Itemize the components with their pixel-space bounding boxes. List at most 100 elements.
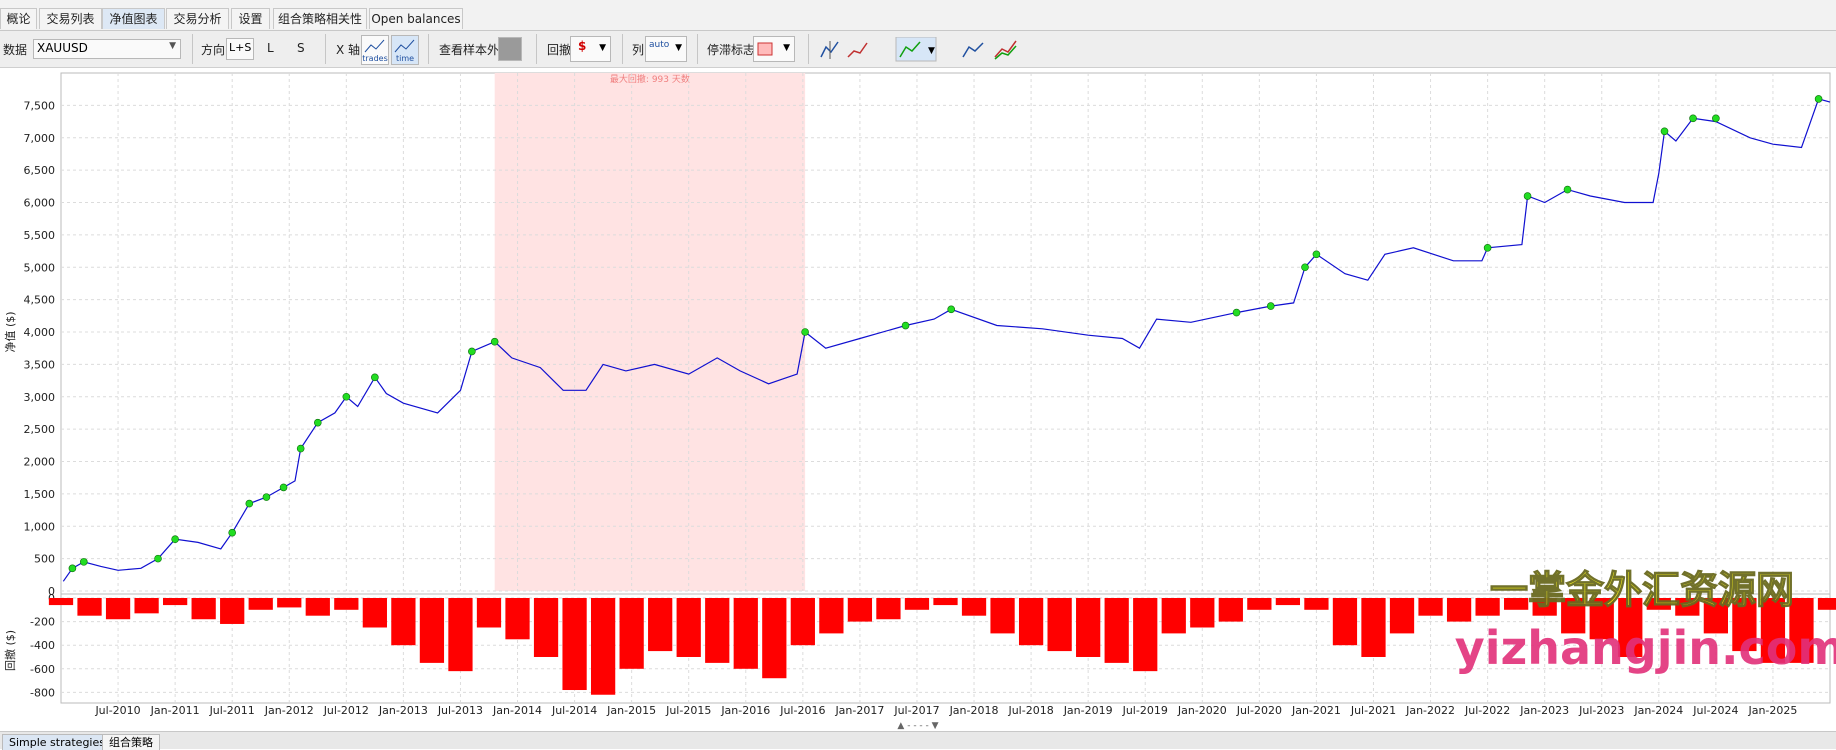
tab[interactable]: 交易分析 (166, 8, 229, 29)
y-tick-label: 7,000 (24, 132, 56, 145)
new-high-marker (1712, 114, 1720, 123)
drawdown-bar (1247, 598, 1272, 610)
y-tick-label: 1,000 (24, 520, 56, 533)
plot-frame (60, 72, 1831, 704)
x-tick-label: Jul-2012 (323, 704, 369, 717)
drawdown-bar (990, 598, 1015, 634)
x-tick-label: Jul-2018 (1007, 704, 1053, 717)
new-high-marker (490, 337, 499, 346)
y-tick-label: 7,500 (24, 99, 56, 112)
symbol-select[interactable]: XAUUSD ▼ (33, 39, 181, 59)
tab[interactable]: Open balances (369, 8, 463, 29)
y-tick-label: 6,500 (24, 164, 56, 177)
new-high-marker (1312, 250, 1321, 259)
drawdown-bar (1161, 598, 1186, 634)
region-label: 最大回撤: 993 天数 (610, 73, 690, 85)
dropdown[interactable]: $ ▼ (570, 36, 611, 62)
tab[interactable]: 设置 (231, 8, 270, 29)
new-high-marker (313, 418, 322, 427)
arrow: ▼ (928, 46, 935, 56)
drawdown-bar (1732, 598, 1757, 652)
new-high-marker (468, 347, 476, 356)
y-tick-label: 6,000 (24, 197, 56, 210)
drawdown-bar (105, 598, 131, 620)
button-label[interactable]: L (267, 41, 274, 55)
icon: time (394, 39, 415, 63)
new-high-marker (1689, 114, 1697, 123)
label: 数据 (3, 43, 28, 57)
new-high-marker (1483, 244, 1492, 252)
icon-button[interactable]: time (391, 35, 419, 65)
button[interactable]: L+S (226, 38, 254, 60)
drawdown-bar (1389, 598, 1415, 634)
tab[interactable]: 组合策略相关性 (273, 8, 367, 29)
icon-button[interactable]: trades (361, 35, 389, 65)
x-tick-label: Jan-2021 (1291, 704, 1341, 717)
y-tick-label: 4,500 (24, 294, 56, 307)
x-tick-label: Jul-2013 (437, 704, 483, 717)
drawdown-bar (220, 598, 245, 624)
arrow: ▼ (675, 43, 682, 53)
tab[interactable]: 概论 (0, 8, 37, 29)
drawdown-bar (847, 598, 873, 622)
y-axis-label: 回撤 ($) (3, 630, 17, 671)
button-label[interactable]: S (297, 41, 305, 55)
x-tick-label: Jul-2023 (1578, 704, 1624, 717)
drawdown-bar (419, 598, 445, 663)
x-tick-label: Jul-2016 (779, 704, 825, 717)
chart-icon[interactable] (992, 37, 1022, 63)
drawdown-bar (590, 598, 616, 695)
drawdown-bar (248, 598, 273, 610)
arrow: ▼ (599, 43, 606, 53)
drawdown-bar (1817, 598, 1836, 610)
tab[interactable]: 净值图表 (102, 8, 165, 29)
dropdown-value: $ (578, 39, 587, 53)
y-tick-label: -800 (30, 686, 55, 699)
new-high-marker (342, 392, 351, 401)
y-tick-label: 0 (48, 585, 55, 598)
icon[interactable] (820, 41, 839, 58)
drawdown-bar (876, 598, 901, 620)
chart: 最大回撤: 993 天数 0 500 1,000 1,500 2,000 2,500 3,00… (3, 72, 1836, 730)
drawdown-bar (391, 598, 416, 646)
separator (622, 34, 623, 64)
new-high-marker (1232, 308, 1241, 317)
drawdown-bar (476, 598, 502, 628)
new-high-marker (1814, 95, 1823, 103)
y-tick-label: 5,000 (24, 261, 56, 274)
new-high-marker (80, 558, 88, 566)
new-high-marker (279, 483, 288, 492)
drawdown-bar (48, 598, 74, 606)
drawdown-bar (619, 598, 644, 669)
dropdown[interactable]: ▼ (753, 36, 795, 62)
new-high-marker (1563, 185, 1572, 194)
drawdown-bar (1789, 598, 1814, 663)
arrow: ▼ (169, 41, 176, 51)
icon (899, 41, 921, 58)
drawdown-bar (1275, 598, 1301, 606)
drawdown-bar (1047, 598, 1072, 652)
new-high-marker (901, 321, 910, 330)
drawdown-bar (790, 598, 815, 646)
y-tick-label: 2,500 (24, 423, 56, 436)
bottom-tab[interactable]: 组合策略 (102, 734, 160, 750)
drawdown-bar (1475, 598, 1500, 616)
tab[interactable]: 交易列表 (39, 8, 102, 29)
dropdown[interactable]: auto ▼ (645, 36, 687, 62)
toggle[interactable] (498, 37, 522, 61)
toolbar: 数据 XAUUSD ▼ 方向 L+S L S X 轴 trades time 查看… (0, 31, 1836, 68)
bottom-tab[interactable]: Simple strategies (2, 734, 112, 750)
x-tick-label: Jan-2017 (834, 704, 884, 717)
drawdown-bar (733, 598, 758, 669)
icon[interactable] (962, 42, 984, 58)
x-tick-label: Jan-2016 (720, 704, 770, 717)
y-tick-label: -600 (30, 663, 55, 676)
icon-button[interactable] (895, 37, 937, 62)
drawdown-bar (1646, 598, 1671, 610)
icon[interactable] (847, 42, 868, 58)
separator (808, 34, 809, 64)
icon-label: time (396, 54, 414, 63)
drawdown-bar (1361, 598, 1386, 657)
x-tick-label: Jul-2024 (1692, 704, 1738, 717)
